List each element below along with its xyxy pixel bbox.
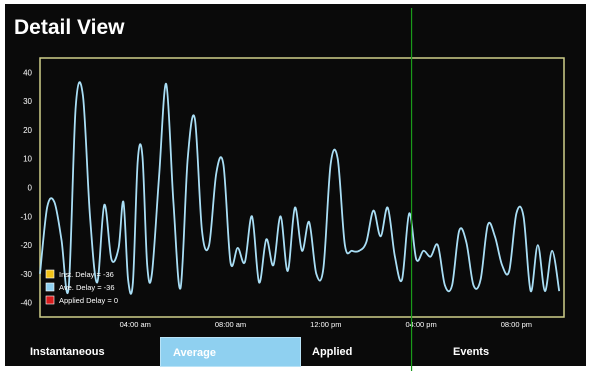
detail-view-panel <box>5 4 586 366</box>
tab-average[interactable]: Average <box>160 337 301 367</box>
y-tick-label: 0 <box>28 184 33 193</box>
y-axis-ticks: 40 30 20 10 0 -10 -20 -30 -40 <box>20 68 32 307</box>
tab-instantaneous[interactable]: Instantaneous <box>30 346 105 358</box>
chart-legend: Inst. Delay = -36 Ave. Delay = -36 Applied… <box>45 269 118 305</box>
legend-swatch <box>45 295 55 305</box>
y-tick-label: 40 <box>23 68 32 77</box>
legend-label: Ave. Delay = -36 <box>59 283 115 292</box>
y-tick-label: -10 <box>20 212 32 221</box>
page-title: Detail View <box>14 16 125 39</box>
tab-applied[interactable]: Applied <box>312 346 353 358</box>
legend-label: Applied Delay = 0 <box>59 296 118 305</box>
x-axis-ticks: 04:00 am 08:00 am 12:00 pm 04:00 pm 08:00 pm <box>120 320 532 329</box>
legend-label: Inst. Delay = -36 <box>59 270 114 279</box>
x-tick-label: 08:00 am <box>215 320 246 329</box>
x-tick-label: 12:00 pm <box>310 320 341 329</box>
tab-events[interactable]: Events <box>453 346 490 358</box>
x-tick-label: 04:00 am <box>120 320 151 329</box>
y-tick-label: -40 <box>20 299 32 308</box>
plot-area-border <box>39 57 565 318</box>
y-tick-label: 20 <box>23 126 32 135</box>
y-tick-label: -30 <box>20 270 32 279</box>
average-delay-series-line <box>39 81 561 295</box>
x-tick-label: 08:00 pm <box>501 320 532 329</box>
y-tick-label: 30 <box>23 97 32 106</box>
y-tick-label: 10 <box>23 155 32 164</box>
legend-swatch <box>45 269 55 279</box>
x-tick-label: 04:00 pm <box>405 320 436 329</box>
y-tick-label: -20 <box>20 241 32 250</box>
legend-swatch <box>45 282 55 292</box>
